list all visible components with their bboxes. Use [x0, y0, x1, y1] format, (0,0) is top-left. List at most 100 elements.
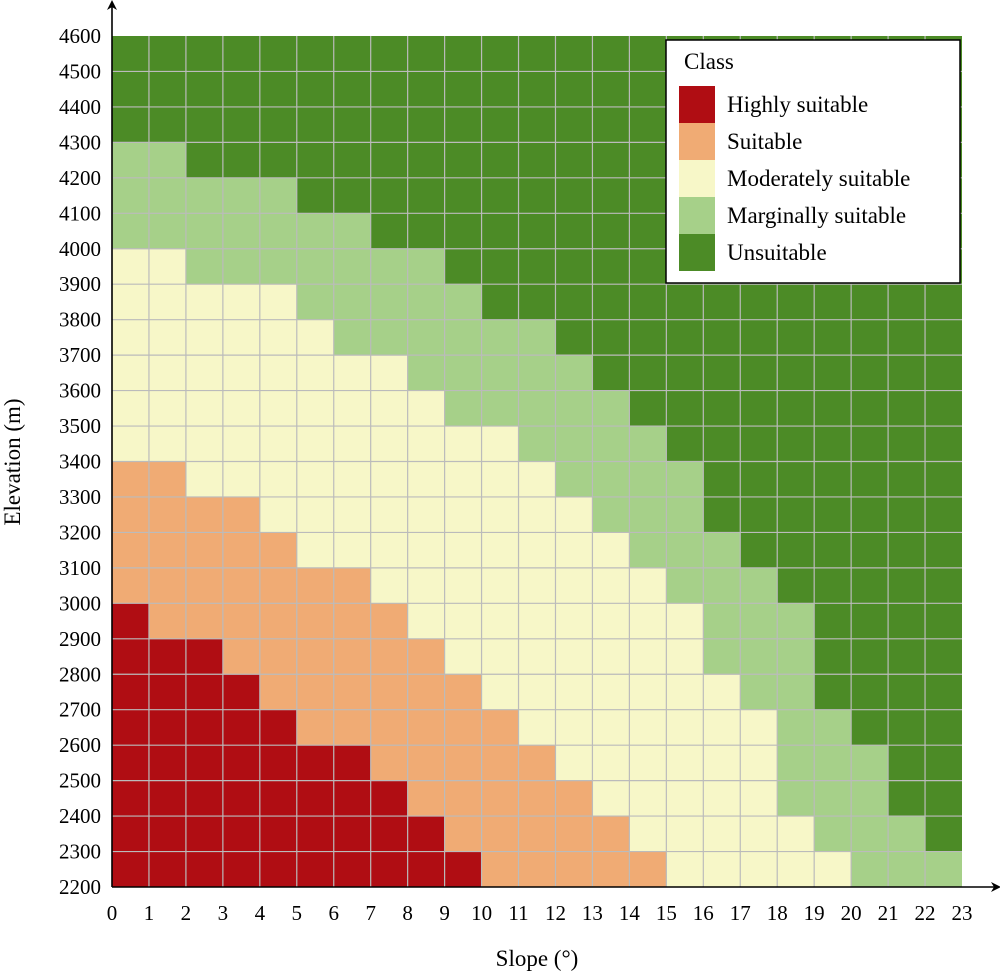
heatmap-cell [222, 319, 260, 356]
heatmap-cell [296, 248, 334, 285]
heatmap-cell [222, 284, 260, 320]
heatmap-cell [777, 355, 815, 391]
heatmap-cell [444, 390, 482, 427]
heatmap-cell [592, 71, 630, 107]
heatmap-cell [629, 319, 667, 356]
heatmap-cell [555, 603, 593, 639]
heatmap-cell [518, 638, 556, 675]
heatmap-cell [555, 355, 593, 391]
heatmap-cell [629, 709, 667, 746]
heatmap-cell [112, 780, 149, 817]
grid-lines [112, 36, 962, 887]
heatmap-cell [407, 319, 445, 356]
heatmap-cell [112, 390, 149, 427]
heatmap-cell [333, 780, 371, 817]
heatmap-cell [333, 71, 371, 107]
heatmap-cell [851, 638, 889, 675]
heatmap-cell [222, 603, 260, 639]
heatmap-cell [296, 674, 334, 710]
heatmap-cell [518, 71, 556, 107]
y-tick-labels: 2200 2300 2400 2500 2600 2700 2800 2900 3000 3100… [59, 24, 101, 899]
heatmap-cell [925, 780, 962, 817]
heatmap-cell [112, 142, 149, 178]
heatmap-cell [888, 355, 926, 391]
heatmap-cell [370, 496, 408, 533]
heatmap-cell [814, 638, 852, 675]
heatmap-cell [740, 745, 778, 781]
heatmap-cell [333, 426, 371, 462]
heatmap-cell [148, 851, 186, 887]
x-tick-label: 14 [619, 901, 641, 925]
heatmap-cell [592, 355, 630, 391]
heatmap-cell [296, 461, 334, 497]
heatmap-cell [259, 36, 297, 72]
heatmap-cell [814, 816, 852, 852]
heatmap-cell [444, 177, 482, 214]
heatmap-cell [296, 390, 334, 427]
x-tick-label: 1 [144, 901, 155, 925]
heatmap-cell [888, 674, 926, 710]
heatmap-cell [185, 496, 223, 533]
heatmap-cell [370, 284, 408, 320]
heatmap-cell [148, 71, 186, 107]
heatmap-cell [370, 390, 408, 427]
heatmap-cell [518, 851, 556, 887]
heatmap-cell [296, 213, 334, 249]
heatmap-cell [814, 851, 852, 887]
heatmap-cell [481, 532, 519, 568]
heatmap-cell [148, 355, 186, 391]
heatmap-cell [629, 390, 667, 427]
heatmap-cell [555, 851, 593, 887]
heatmap-cell [259, 390, 297, 427]
heatmap-cell [703, 532, 741, 568]
heatmap-cell [555, 496, 593, 533]
heatmap-cell [814, 355, 852, 391]
heatmap-cell [148, 603, 186, 639]
heatmap-cell [370, 603, 408, 639]
heatmap-cell [148, 319, 186, 356]
heatmap-cell [888, 851, 926, 887]
heatmap-cell [112, 851, 149, 887]
heatmap-cell [925, 851, 962, 887]
heatmap-cell [518, 248, 556, 285]
heatmap-cell [259, 674, 297, 710]
heatmap-cell [555, 816, 593, 852]
heatmap-cell [629, 461, 667, 497]
heatmap-cell [444, 709, 482, 746]
heatmap-cell [851, 567, 889, 604]
heatmap-cell [112, 284, 149, 320]
heatmap-cell [185, 745, 223, 781]
heatmap-cell [333, 851, 371, 887]
heatmap-cell [444, 319, 482, 356]
heatmap-cell [259, 532, 297, 568]
heatmap-cell [481, 284, 519, 320]
heatmap-cell [555, 213, 593, 249]
heatmap-cell [666, 390, 704, 427]
heatmap-cell [592, 745, 630, 781]
heatmap-cell [518, 496, 556, 533]
heatmap-cell [555, 142, 593, 178]
heatmap-cell [148, 248, 186, 285]
legend: Class Highly suitable Suitable Moderately … [665, 39, 961, 284]
heatmap-cell [148, 36, 186, 72]
heatmap-cell [444, 816, 482, 852]
heatmap-cell [370, 213, 408, 249]
heatmap-cell [666, 816, 704, 852]
heatmap-cell [407, 248, 445, 285]
x-tick-label: 4 [255, 901, 266, 925]
heatmap-cell [407, 177, 445, 214]
heatmap-cell [296, 780, 334, 817]
heatmap-cell [185, 106, 223, 143]
heatmap-cell [222, 248, 260, 285]
heatmap-cell [555, 567, 593, 604]
heatmap-cell [222, 461, 260, 497]
heatmap-cell [888, 319, 926, 356]
heatmap-cell [481, 142, 519, 178]
heatmap-cell [555, 36, 593, 72]
heatmap-cell [740, 851, 778, 887]
heatmap-cell [740, 319, 778, 356]
heatmap-cell [407, 709, 445, 746]
x-tick-label: 20 [841, 901, 862, 925]
heatmap-cell [407, 461, 445, 497]
heatmap-cell [296, 177, 334, 214]
